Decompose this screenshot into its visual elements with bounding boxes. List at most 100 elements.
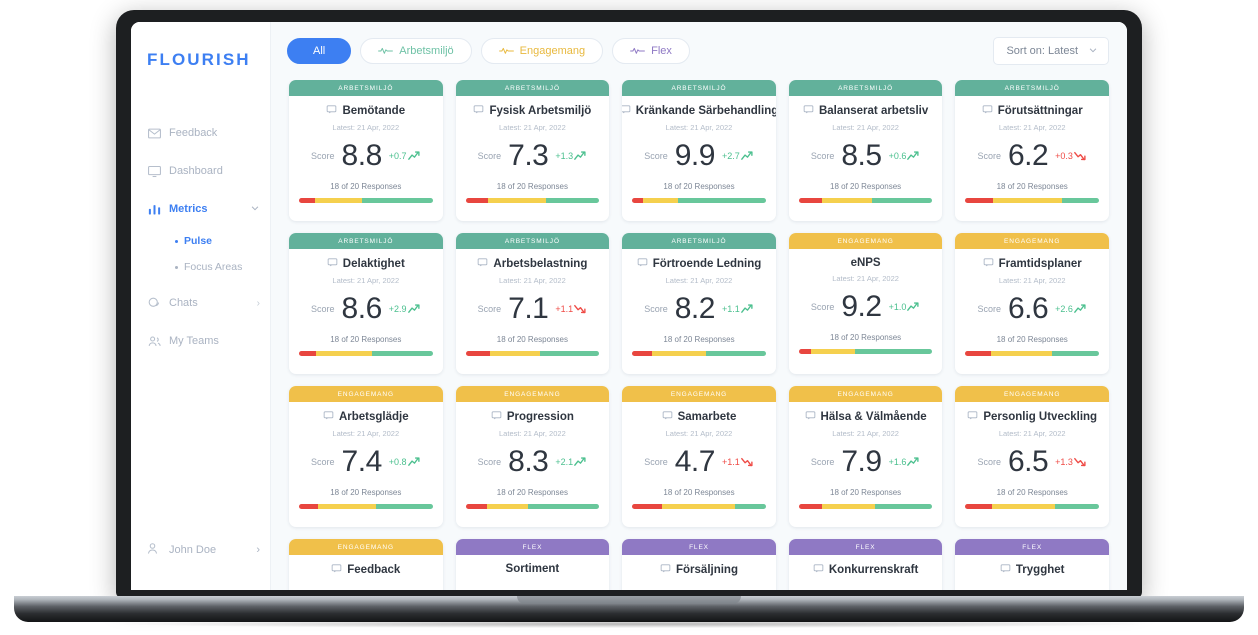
sidebar-subitem-label: Focus Areas [184,261,243,273]
sidebar-item-label: My Teams [169,335,219,347]
card-category-label: ARBETSMILJÖ [504,237,560,245]
card-date: Latest: 21 Apr, 2022 [665,429,733,438]
metric-card[interactable]: ARBETSMILJÖ Förutsättningar Latest: 21 Apr… [955,80,1109,221]
metric-card[interactable]: ENGAGEMANG Arbetsglädje Latest: 21 Apr, 20… [289,386,443,527]
filter-pill-label: Arbetsmiljö [399,45,454,57]
card-category-label: ENGAGEMANG [837,237,894,245]
card-body: Feedback [289,555,443,577]
trend-arrow-icon [407,150,421,163]
trend-arrow-icon [407,456,421,469]
card-title: Progression [466,410,600,424]
card-category-band: ARBETSMILJÖ [622,233,776,249]
score-delta: +1.3 [1055,456,1087,469]
score-value: 6.6 [1007,292,1049,325]
chevron-down-icon [1088,45,1098,58]
card-category-band: ENGAGEMANG [955,233,1109,249]
responses-label: 18 of 20 Responses [830,488,902,497]
sidebar-subitem-focus-areas[interactable]: Focus Areas [131,254,270,280]
metric-card[interactable]: FLEX Sortiment [455,539,610,590]
metric-card[interactable]: ARBETSMILJÖ Fysisk Arbetsmiljö Latest: 21 … [455,80,610,221]
bar-segment-green [1054,504,1099,509]
responses-label: 18 of 20 Responses [496,488,568,497]
metric-card[interactable]: ENGAGEMANG Samarbete Latest: 21 Apr, 2022 S… [622,386,776,527]
metric-card[interactable]: ENGAGEMANG Progression Latest: 21 Apr, 202… [455,386,610,527]
card-category-band: ARBETSMILJÖ [622,80,776,96]
card-body: Progression Latest: 21 Apr, 2022 Score 8.3 +… [456,402,610,509]
score-delta-value: +1.1 [721,457,740,467]
card-body: Personlig Utveckling Latest: 21 Apr, 2022… [955,402,1109,509]
trend-arrow-icon [1074,303,1087,316]
sidebar-item-dashboard[interactable]: Dashboard [131,152,270,190]
card-title-text: Bemötande [342,105,406,117]
card-body: Framtidsplaner Latest: 21 Apr, 2022 Score 6… [955,249,1109,356]
bar-segment-red [632,351,653,356]
metric-card[interactable]: ARBETSMILJÖ Förtroende Ledning Latest: 21 … [622,233,776,374]
sidebar-nav: Feedback Dashboard Metrics Pulse Focus Areas… [131,114,270,360]
card-category-band: ARBETSMILJÖ [289,80,443,96]
laptop-base [14,596,1244,622]
metric-card[interactable]: ENGAGEMANG Framtidsplaner Latest: 21 Apr, … [955,233,1109,374]
sidebar-item-chats[interactable]: Chats › [131,284,270,322]
metric-card[interactable]: FLEX Trygghet [955,539,1109,590]
score-distribution-bar [465,504,600,509]
responses-label: 18 of 20 Responses [830,333,902,342]
metric-card[interactable]: ENGAGEMANG eNPS Latest: 21 Apr, 2022 Score 9… [788,233,943,374]
filter-pill-all[interactable]: All [287,38,352,64]
card-title: Försäljning [632,563,766,577]
responses-label: 18 of 20 Responses [830,182,902,191]
bar-segment-red [465,198,489,203]
metric-card[interactable]: FLEX Konkurrenskraft [788,539,943,590]
trend-arrow-icon [740,456,754,469]
score-label: Score [810,151,835,161]
app-window: FLOURISH Feedback Dashboard Metrics Pulse Fo… [131,22,1127,590]
score-value: 8.2 [674,292,716,325]
metric-card[interactable]: ENGAGEMANG Personlig Utveckling Latest: 21… [955,386,1109,527]
score-row: Score 9.2 +1.0 [799,292,933,322]
metric-grid-scroll[interactable]: ARBETSMILJÖ Bemötande Latest: 21 Apr, 2022… [271,80,1127,590]
card-title: Sortiment [466,563,600,575]
score-distribution-bar [465,351,600,356]
score-row: Score 4.7 +1.1 [632,447,766,477]
score-delta: +1.1 [722,456,754,469]
sidebar-item-my-teams[interactable]: My Teams [131,322,270,360]
bar-segment-red [465,504,487,509]
bar-segment-green [1052,351,1099,356]
trend-arrow-icon [1074,150,1087,163]
card-title: Förtroende Ledning [632,257,766,271]
card-date: Latest: 21 Apr, 2022 [998,123,1066,132]
metric-card[interactable]: ENGAGEMANG Feedback [289,539,443,590]
trend-arrow-icon [740,303,754,316]
bar-segment-red [798,349,811,354]
chat-metric-icon [473,104,484,118]
metric-card[interactable]: FLEX Försäljning [622,539,776,590]
card-title-text: Förtroende Ledning [652,258,762,270]
card-category-label: ENGAGEMANG [837,390,894,398]
filter-pill-arbetsmiljö[interactable]: Arbetsmiljö [360,38,472,64]
metric-card[interactable]: ARBETSMILJÖ Bemötande Latest: 21 Apr, 2022… [289,80,443,221]
sidebar-user[interactable]: John Doe › [131,528,270,572]
chat-metric-icon [805,410,816,424]
metric-card[interactable]: ARBETSMILJÖ Kränkande Särbehandling Latest… [622,80,776,221]
score-row: Score 8.3 +2.1 [466,447,600,477]
card-body: Sortiment [456,555,610,575]
card-title: Balanserat arbetsliv [799,104,933,118]
card-title: Delaktighet [299,257,433,271]
score-label: Score [477,304,502,314]
metric-card[interactable]: ARBETSMILJÖ Balanserat arbetsliv Latest: 2… [788,80,943,221]
sidebar-item-label: Chats [169,297,198,309]
card-category-band: ENGAGEMANG [788,386,943,402]
sidebar-item-metrics[interactable]: Metrics [131,190,270,228]
sidebar-subitem-pulse[interactable]: Pulse [131,228,270,254]
filter-pill-engagemang[interactable]: Engagemang [480,38,604,64]
metric-card[interactable]: ARBETSMILJÖ Arbetsbelastning Latest: 21 Ap… [455,233,610,374]
card-title: Arbetsbelastning [466,257,600,271]
sidebar-item-feedback[interactable]: Feedback [131,114,270,152]
filter-pill-label: All [313,45,326,57]
metric-card[interactable]: ENGAGEMANG Hälsa & Välmående Latest: 21 Ap… [788,386,943,527]
card-title: Arbetsglädje [299,410,433,424]
filter-pill-flex[interactable]: Flex [612,38,690,64]
metric-card[interactable]: ARBETSMILJÖ Delaktighet Latest: 21 Apr, 20… [289,233,443,374]
sort-dropdown[interactable]: Sort on: Latest [993,37,1109,65]
sidebar-user-name: John Doe [169,544,217,556]
card-category-label: ENGAGEMANG [337,543,394,551]
